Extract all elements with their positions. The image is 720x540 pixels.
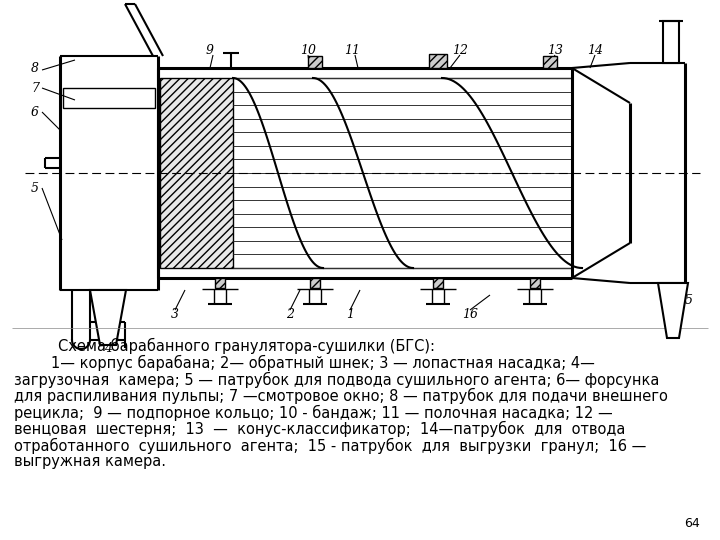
Text: 12: 12 <box>452 44 468 57</box>
Text: Схема барабанного гранулятора-сушилки (БГС):: Схема барабанного гранулятора-сушилки (Б… <box>58 338 435 354</box>
Bar <box>543 56 557 68</box>
Text: 13: 13 <box>547 44 563 57</box>
Bar <box>310 278 320 288</box>
Text: 4: 4 <box>104 341 112 354</box>
Text: 1— корпус барабана; 2— обратный шнек; 3 — лопастная насадка; 4—: 1— корпус барабана; 2— обратный шнек; 3 … <box>14 355 595 371</box>
Text: венцовая  шестерня;  13  —  конус-классификатор;  14—патрубок  для  отвода: венцовая шестерня; 13 — конус-классифика… <box>14 421 626 437</box>
Text: 14: 14 <box>587 44 603 57</box>
Bar <box>530 278 540 288</box>
Text: 1: 1 <box>346 308 354 321</box>
Text: 64: 64 <box>684 517 700 530</box>
Text: рецикла;  9 — подпорное кольцо; 10 - бандаж; 11 — полочная насадка; 12 —: рецикла; 9 — подпорное кольцо; 10 - банд… <box>14 404 613 421</box>
Text: 10: 10 <box>300 44 316 57</box>
Bar <box>429 54 447 68</box>
Bar <box>308 56 322 68</box>
Text: 16: 16 <box>462 308 478 321</box>
Bar <box>215 278 225 288</box>
Text: 2: 2 <box>286 308 294 321</box>
Text: 3: 3 <box>171 308 179 321</box>
Text: 9: 9 <box>206 44 214 57</box>
Bar <box>63 88 155 108</box>
Text: 5: 5 <box>31 181 39 194</box>
Text: 6: 6 <box>31 105 39 118</box>
Polygon shape <box>658 283 688 338</box>
Text: 7: 7 <box>31 82 39 94</box>
Bar <box>663 21 679 63</box>
Text: отработанного  сушильного  агента;  15 - патрубок  для  выгрузки  гранул;  16 —: отработанного сушильного агента; 15 - па… <box>14 437 647 454</box>
Bar <box>433 278 443 288</box>
Polygon shape <box>160 78 233 268</box>
Polygon shape <box>90 290 126 345</box>
Text: выгружная камера.: выгружная камера. <box>14 454 166 469</box>
Text: загрузочная  камера; 5 — патрубок для подвода сушильного агента; 6— форсунка: загрузочная камера; 5 — патрубок для под… <box>14 372 660 388</box>
Text: для распиливания пульпы; 7 —смотровое окно; 8 — патрубок для подачи внешнего: для распиливания пульпы; 7 —смотровое ок… <box>14 388 668 404</box>
Text: 8: 8 <box>31 62 39 75</box>
Text: 15: 15 <box>677 294 693 307</box>
Text: 11: 11 <box>344 44 360 57</box>
